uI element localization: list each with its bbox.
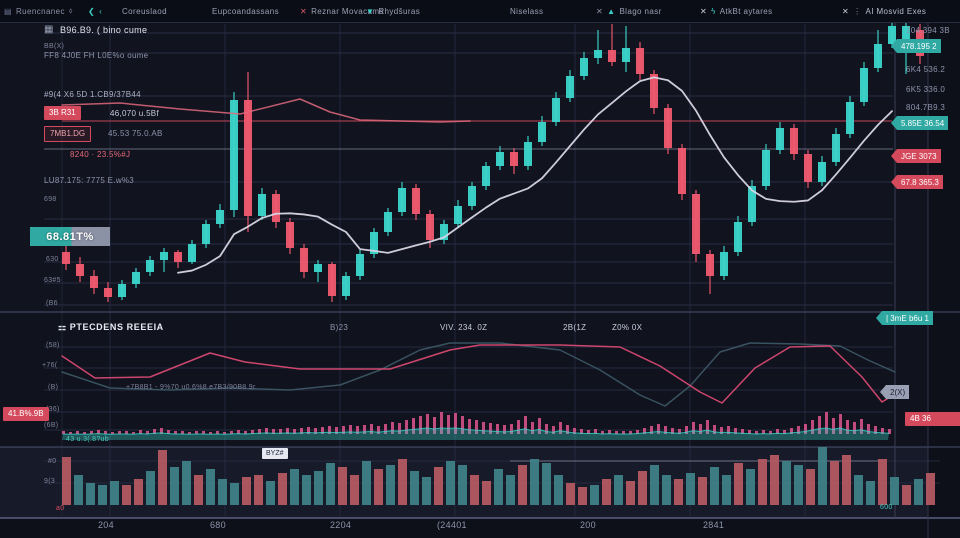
toolbar-item-coreuslaod[interactable]: Coreuslaod [122,0,167,22]
toolbar-item-label: Eupcoandassans [212,6,279,16]
alert-badge-2: 7MB1.DG [44,126,92,142]
badge-text: 2(X) [890,387,906,397]
minor-level-1: 698 [44,196,57,203]
indicator-readout-2: LU87.175: 7775 E.w%3 [44,176,135,185]
price-badge-stop-1: JGE 3073 [891,149,941,163]
volume-scale-label: 600 [880,504,893,511]
top-toolbar: ▤ Ruencnanec ⬨ ❮ ‹ Coreuslaod Eupcoandassans ✕ R… [0,0,960,23]
toolbar-item-niselass[interactable]: Niselass [510,0,543,22]
oscillator-alert-badge: 4B 36 [905,412,960,426]
toolbar-item-label: Rhydšuras [378,6,421,16]
volume-scale-label: a0 [56,505,65,512]
minor-level-3: 63#5 [44,277,61,284]
badge-arrow-icon [891,39,897,53]
volume-ma-badge: BYZ# [262,448,288,459]
time-axis-label: 2841 [703,520,725,530]
oscillator-value-badge: 41.B%.9B [3,407,49,421]
toolbar-glyph-icon: ‹ [99,6,103,16]
toolbar-item-label: Ruencnanec [15,6,65,16]
toolbar-item-expands[interactable]: Eupcoandassans [212,0,279,22]
toolbar-glyph-icon: ✕ [300,6,308,16]
time-axis-label: 200 [580,520,596,530]
level-value-1: 46,070 u.5Bf [110,109,159,118]
chart-symbol-icon: ▦ [44,24,54,35]
minor-level-4: (B6 [46,300,58,307]
toolbar-item-label: Coreuslaod [122,6,167,16]
price-badge-current: 5.85E 36.54 [891,116,949,130]
price-tick-4: 804.7B9.3 [906,103,946,112]
toolbar-item-rhydsuras[interactable]: ▼ Rhydšuras [366,0,420,22]
price-badge-high: 478.195 2 [891,39,941,53]
toolbar-glyph-icon: ✕ [596,6,604,16]
toolbar-glyph-icon: ▤ [4,6,12,16]
oscillator-scale-label: (36) [46,406,60,413]
level-value-2: 45.53 75.0.AB [108,129,163,138]
change-readout: 8240 · 23.5%#J [70,150,131,159]
toolbar-glyph-icon: ❮ [88,6,96,16]
indicator-param-3: 2B(1Z [563,323,587,332]
toolbar-glyph-icon: ϟ [711,6,716,16]
badge-text: 67.8 365.3 [901,177,939,187]
toolbar-glyph-icon: ⬨ [68,6,73,15]
badge-arrow-icon [876,311,882,325]
volume-scale-label: 9(3 [44,478,56,485]
time-axis-label: (24401 [437,520,467,530]
toolbar-glyph-icon: ✕ [842,6,850,16]
oscillator-annotation: +7B8B1 - 9%70 u0.6%8 e7B3/90B8 9r [126,384,256,391]
timeframe-label: BB(X) [44,43,65,50]
toolbar-item-blago[interactable]: ✕ ▲ Blago nasr [596,0,662,22]
toolbar-item-label: Niselass [510,6,544,16]
indicator-param-1: B)23 [330,323,349,332]
oscillator-scale-label: (6B) [44,422,59,429]
toolbar-item-moving-avg[interactable]: ✕ Reznar Movacams [300,0,384,22]
price-badge-stop-2: 67.8 365.3 [891,175,943,189]
price-tick-3: 6K5 336.0 [906,85,946,94]
toolbar-back-chevrons[interactable]: ❮ ‹ [88,0,102,22]
indicator-param-2: VIV. 234. 0Z [440,323,488,332]
volume-scale-label: #0 [48,458,57,465]
badge-text: | 3mE b6u 1 [886,313,929,323]
toolbar-item-label: Reznar Movacams [311,6,384,16]
oscillator-scale-label: (B) [48,384,59,391]
indicator-param-4: Z0% 0X [612,323,643,332]
time-axis-label: 204 [98,520,114,530]
indicator-readout-1: #9(4 X6 5D 1.CB9/37B44 [44,90,141,99]
indicator-panel-title: ⚏ PTECDENS REEEIA [58,322,164,332]
percent-badge: 68.81T% [30,227,110,246]
toolbar-glyph-icon: ✕ [700,6,708,16]
price-tick-2: 6K4 536.2 [906,65,946,74]
toolbar-item-label: AI Mosvid Exes [865,6,927,16]
oscillator-tick-badge: 2(X) [880,385,910,399]
time-axis-label: 680 [210,520,226,530]
ohlc-readout: FF8 4J0E FH L0E%o oume [44,51,149,60]
alert-badge-1: 3B R31 [44,106,81,120]
toolbar-glyph-icon: ▲ [607,6,616,16]
toolbar-glyph-icon: ▼ [366,6,375,16]
toolbar-item-label: Blago nasr [619,6,662,16]
indicator-value-badge: | 3mE b6u 1 [876,311,933,325]
badge-text: 478.195 2 [901,41,937,51]
minor-level-2: 630 [46,256,59,263]
badge-arrow-icon [891,149,897,163]
time-axis-label: 2204 [330,520,352,530]
oscillator-footnote: 43 u.3(.8?ub [66,436,109,443]
badge-arrow-icon [891,116,897,130]
toolbar-glyph-icon: ⋮ [853,6,862,16]
toolbar-brand[interactable]: ▤ Ruencnanec ⬨ [4,0,73,22]
oscillator-scale-label: +76( [42,362,58,369]
badge-arrow-icon [891,175,897,189]
badge-text: 5.85E 36.54 [901,118,945,128]
toolbar-item-ai-moving[interactable]: ✕ ⋮ AI Mosvid Exes [842,0,926,22]
toolbar-item-label: AtkBt aytares [719,6,773,16]
oscillator-scale-label: (58) [46,342,60,349]
toolbar-item-atkbt[interactable]: ✕ ϟ AtkBt aytares [700,0,773,22]
badge-arrow-icon [880,385,886,399]
price-tick-1: 204.394 3B [906,26,950,35]
symbol-title: B96.B9. ( bino cume [60,25,148,35]
badge-text: JGE 3073 [901,151,937,161]
